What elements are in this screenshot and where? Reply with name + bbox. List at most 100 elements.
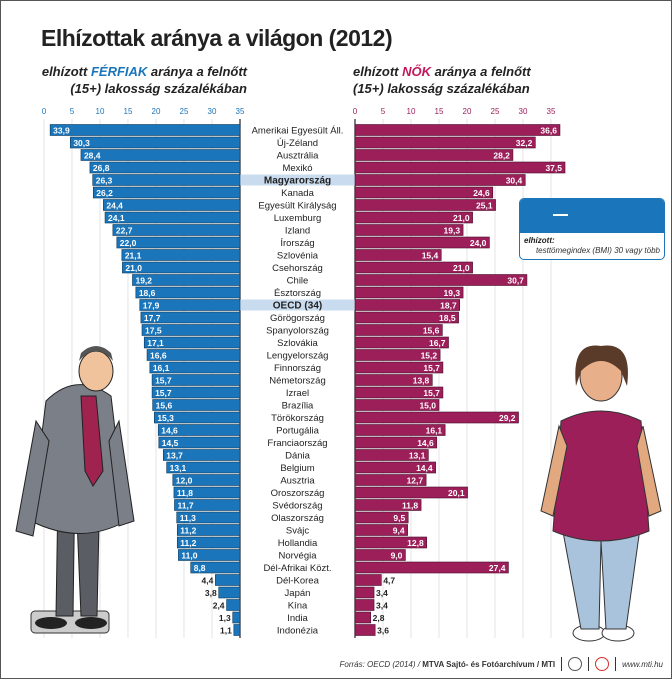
man-illustration xyxy=(15,346,135,634)
category-label: Görögország xyxy=(270,313,325,324)
bar-men xyxy=(178,549,241,561)
tick-label-women: 15 xyxy=(435,107,444,116)
subtitle-women-line2: (15+) lakosság százalékában xyxy=(353,81,530,96)
table-row: 15,6 15,0 Brazília xyxy=(152,399,440,412)
category-label: Ausztrália xyxy=(277,151,319,162)
category-label: Mexikó xyxy=(282,163,312,174)
tick-label-women: 25 xyxy=(491,107,500,116)
bar-men xyxy=(190,561,241,574)
bar-women xyxy=(354,361,444,374)
data-label-women: 2,8 xyxy=(373,613,385,623)
bar-women xyxy=(354,136,536,149)
category-label: Kanada xyxy=(281,188,314,199)
bar-women xyxy=(354,274,528,286)
mtva-logo-icon xyxy=(568,657,583,671)
category-label: Chile xyxy=(287,276,309,287)
bar-men xyxy=(233,624,241,636)
legend-text: testtömegindex (BMI) 30 vagy több xyxy=(535,246,660,255)
subtitle-women-post: aránya a felnőtt xyxy=(431,64,531,79)
bar-women xyxy=(354,474,427,486)
tick-label-men: 35 xyxy=(236,107,245,116)
data-label-men: 17,5 xyxy=(145,326,162,336)
bar-men xyxy=(158,436,241,449)
tick-label-men: 15 xyxy=(124,107,133,116)
bar-women xyxy=(354,424,446,436)
bar-men xyxy=(162,449,241,461)
bar-women xyxy=(354,311,459,324)
data-label-women: 13,8 xyxy=(413,376,430,386)
bar-men xyxy=(176,511,241,524)
data-label-men: 28,4 xyxy=(84,151,101,161)
legend-box: elhízott: testtömegindex (BMI) 30 vagy t… xyxy=(519,198,665,260)
data-label-women: 15,2 xyxy=(421,351,438,361)
bar-men xyxy=(232,611,241,624)
subtitle-women-pre: elhízott xyxy=(353,64,403,79)
category-label: Törökország xyxy=(271,413,324,424)
category-label: Portugália xyxy=(276,426,319,437)
category-label: Norvégia xyxy=(278,551,317,562)
bar-men xyxy=(122,261,241,274)
data-label-women: 16,1 xyxy=(426,426,443,436)
category-label: Svédország xyxy=(272,501,322,512)
page-title: Elhízottak aránya a világon (2012) xyxy=(41,25,393,51)
tick-label-men: 20 xyxy=(152,107,161,116)
data-label-men: 26,2 xyxy=(96,188,113,198)
category-label: Magyarország xyxy=(264,176,331,187)
data-label-men: 19,2 xyxy=(135,276,152,286)
data-label-men: 11,7 xyxy=(177,501,193,511)
bar-women xyxy=(354,536,427,549)
table-row: 17,7 18,5 Görögország xyxy=(140,311,459,324)
category-label: Svájc xyxy=(286,526,309,537)
category-label: Brazília xyxy=(282,401,314,412)
data-label-women: 25,1 xyxy=(476,201,493,211)
data-label-women: 30,7 xyxy=(507,276,524,286)
bar-men xyxy=(151,386,241,399)
data-label-women: 3,4 xyxy=(376,588,388,598)
table-row: 28,4 28,2 Ausztrália xyxy=(80,149,514,162)
bar-women xyxy=(354,236,490,249)
bar-women xyxy=(354,524,408,536)
table-row: 22,7 19,3 Izland xyxy=(112,224,464,237)
data-label-women: 30,4 xyxy=(506,176,523,186)
bar-women xyxy=(354,449,429,461)
bar-women xyxy=(354,324,443,336)
table-row: 19,2 30,7 Chile xyxy=(132,274,528,287)
bar-women xyxy=(354,411,519,424)
bar-men xyxy=(80,149,241,161)
category-label: Dél-Korea xyxy=(276,576,319,587)
bar-women xyxy=(354,611,371,624)
category-label: OECD (34) xyxy=(273,301,322,312)
table-row: 11,2 9,4 Svájc xyxy=(176,524,408,537)
data-label-men: 13,1 xyxy=(170,463,187,473)
data-label-women: 19,3 xyxy=(444,226,461,236)
table-row: 11,7 11,8 Svédország xyxy=(174,499,422,512)
data-label-men: 13,7 xyxy=(166,451,183,461)
bar-women xyxy=(354,199,496,211)
data-label-men: 26,3 xyxy=(96,176,113,186)
category-label: Hollandia xyxy=(278,538,318,549)
data-label-women: 27,4 xyxy=(489,563,506,573)
table-row: 21,0 21,0 Csehország xyxy=(122,261,473,274)
tick-label-men: 10 xyxy=(96,107,105,116)
table-row: 8,8 27,4 Dél-Afrikai Közt. xyxy=(190,561,509,574)
table-row: 12,0 12,7 Ausztria xyxy=(172,474,427,487)
table-row: 15,3 29,2 Törökország xyxy=(154,411,519,424)
data-label-women: 15,0 xyxy=(419,401,436,411)
table-row: 1,3 2,8 India xyxy=(219,611,385,624)
data-label-men: 15,7 xyxy=(155,388,172,398)
bar-men xyxy=(139,299,241,311)
data-label-men: 17,9 xyxy=(143,301,160,311)
data-label-women: 15,4 xyxy=(422,251,439,261)
data-label-women: 20,1 xyxy=(448,488,465,498)
bar-men xyxy=(140,311,241,324)
bar-men xyxy=(89,161,241,174)
data-label-men: 12,0 xyxy=(176,476,193,486)
bar-men xyxy=(226,599,241,611)
data-label-men: 11,3 xyxy=(180,513,196,523)
table-row: 18,6 19,3 Észtország xyxy=(135,286,464,299)
bar-men xyxy=(172,474,241,486)
table-row: 13,1 14,4 Belgium xyxy=(166,461,436,474)
bar-men xyxy=(176,536,241,549)
data-label-women: 15,7 xyxy=(423,388,440,398)
legend-swatch xyxy=(520,199,664,233)
